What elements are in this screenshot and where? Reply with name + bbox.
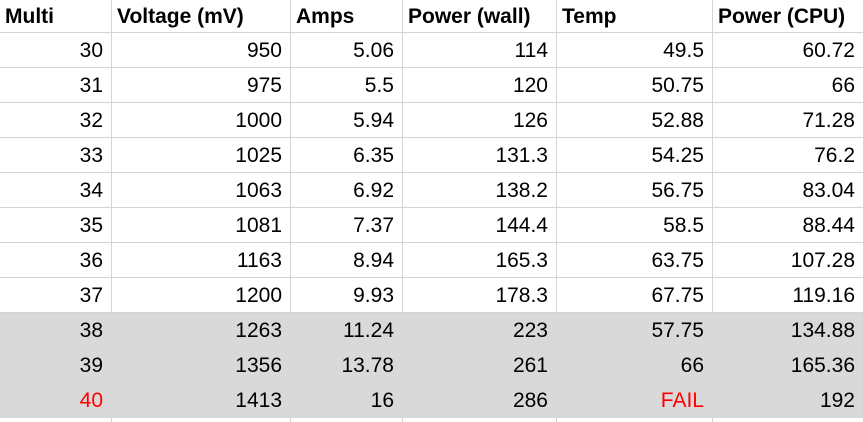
cell-temp[interactable]: 50.75 <box>557 68 713 102</box>
cell-multi[interactable]: 38 <box>0 313 112 347</box>
cell-empty <box>557 418 713 422</box>
table-row: 40 1413 16 286 FAIL 192 <box>0 383 863 418</box>
cell-voltage[interactable]: 975 <box>112 68 291 102</box>
cell-voltage[interactable]: 950 <box>112 33 291 67</box>
cell-amps[interactable]: 5.5 <box>291 68 403 102</box>
cell-power_wall[interactable]: 223 <box>403 313 557 347</box>
cell-power_wall[interactable]: 261 <box>403 348 557 382</box>
cell-multi[interactable]: 40 <box>0 383 112 417</box>
cell-power_wall[interactable]: 138.2 <box>403 173 557 207</box>
cell-voltage[interactable]: 1025 <box>112 138 291 172</box>
cell-empty <box>713 418 863 422</box>
cell-amps[interactable]: 5.94 <box>291 103 403 137</box>
cell-amps[interactable]: 6.92 <box>291 173 403 207</box>
cell-multi[interactable]: 32 <box>0 103 112 137</box>
cell-power_wall[interactable]: 114 <box>403 33 557 67</box>
cell-temp[interactable]: 56.75 <box>557 173 713 207</box>
cell-power_wall[interactable]: 165.3 <box>403 243 557 277</box>
column-header-power_cpu[interactable]: Power (CPU) <box>718 5 846 28</box>
cell-multi[interactable]: 33 <box>0 138 112 172</box>
cell-amps[interactable]: 11.24 <box>291 313 403 347</box>
column-header-multi[interactable]: Multi <box>0 0 112 32</box>
cell-amps[interactable]: 16 <box>291 383 403 417</box>
cell-voltage[interactable]: 1081 <box>112 208 291 242</box>
table-row: 32 1000 5.94 126 52.88 71.28 <box>0 103 863 138</box>
column-header-temp[interactable]: Temp <box>557 0 713 32</box>
table-row: 37 1200 9.93 178.3 67.75 119.16 <box>0 278 863 313</box>
cell-power_cpu[interactable]: 107.28 <box>790 249 855 272</box>
table-row: 36 1163 8.94 165.3 63.75 107.28 <box>0 243 863 278</box>
cell-voltage[interactable]: 1263 <box>112 313 291 347</box>
table-row: 31 975 5.5 120 50.75 66 <box>0 68 863 103</box>
cell-power_cpu[interactable]: 60.72 <box>802 39 855 62</box>
cell-power_cpu[interactable]: 66 <box>831 74 855 97</box>
cell-multi[interactable]: 31 <box>0 68 112 102</box>
cell-power_wall[interactable]: 144.4 <box>403 208 557 242</box>
cell-amps[interactable]: 13.78 <box>291 348 403 382</box>
cell-multi[interactable]: 34 <box>0 173 112 207</box>
cell-temp[interactable]: 58.5 <box>557 208 713 242</box>
cell-empty <box>291 418 403 422</box>
column-header-voltage[interactable]: Voltage (mV) <box>112 0 291 32</box>
cell-voltage[interactable]: 1000 <box>112 103 291 137</box>
cell-multi[interactable]: 30 <box>0 33 112 67</box>
cell-multi[interactable]: 35 <box>0 208 112 242</box>
cell-temp[interactable]: 52.88 <box>557 103 713 137</box>
cell-multi[interactable]: 36 <box>0 243 112 277</box>
cell-amps[interactable]: 6.35 <box>291 138 403 172</box>
cell-power_wall[interactable]: 126 <box>403 103 557 137</box>
cell-temp[interactable]: 67.75 <box>557 278 713 312</box>
cell-voltage[interactable]: 1063 <box>112 173 291 207</box>
cell-amps[interactable]: 8.94 <box>291 243 403 277</box>
cell-temp[interactable]: 66 <box>557 348 713 382</box>
table-row: 30 950 5.06 114 49.5 60.72 <box>0 33 863 68</box>
table-row: 34 1063 6.92 138.2 56.75 83.04 <box>0 173 863 208</box>
header-row: Multi Voltage (mV) Amps Power (wall) Temp Pow… <box>0 0 863 33</box>
table-row: 35 1081 7.37 144.4 58.5 88.44 <box>0 208 863 243</box>
cell-power_wall[interactable]: 178.3 <box>403 278 557 312</box>
cell-power_cpu[interactable]: 165.36 <box>790 354 855 377</box>
column-header-power_wall[interactable]: Power (wall) <box>403 0 557 32</box>
cell-temp[interactable]: 49.5 <box>557 33 713 67</box>
cell-multi[interactable]: 39 <box>0 348 112 382</box>
cell-voltage[interactable]: 1413 <box>112 383 291 417</box>
table-row: 33 1025 6.35 131.3 54.25 76.2 <box>0 138 863 173</box>
cell-power_wall[interactable]: 120 <box>403 68 557 102</box>
cell-power_cpu[interactable]: 88.44 <box>802 214 855 237</box>
cell-power_wall[interactable]: 131.3 <box>403 138 557 172</box>
cell-voltage[interactable]: 1163 <box>112 243 291 277</box>
cell-power_cpu[interactable]: 83.04 <box>802 179 855 202</box>
cell-amps[interactable]: 5.06 <box>291 33 403 67</box>
cell-temp[interactable]: 54.25 <box>557 138 713 172</box>
cell-empty <box>403 418 557 422</box>
cell-power_cpu[interactable]: 192 <box>819 389 855 412</box>
cell-amps[interactable]: 7.37 <box>291 208 403 242</box>
cell-temp[interactable]: 63.75 <box>557 243 713 277</box>
table-row: 39 1356 13.78 261 66 165.36 <box>0 348 863 383</box>
cell-power_cpu[interactable]: 71.28 <box>802 109 855 132</box>
cell-temp[interactable]: FAIL <box>557 383 713 417</box>
cell-power_cpu[interactable]: 119.16 <box>792 284 855 307</box>
cell-temp[interactable]: 57.75 <box>557 313 713 347</box>
cell-amps[interactable]: 9.93 <box>291 278 403 312</box>
table-row: 38 1263 11.24 223 57.75 134.88 <box>0 313 863 348</box>
cell-empty <box>0 418 112 422</box>
cell-multi[interactable]: 37 <box>0 278 112 312</box>
cell-power_wall[interactable]: 286 <box>403 383 557 417</box>
cell-empty <box>112 418 291 422</box>
cell-voltage[interactable]: 1200 <box>112 278 291 312</box>
cell-power_cpu[interactable]: 76.2 <box>814 144 855 167</box>
cell-power_cpu[interactable]: 134.88 <box>790 319 855 342</box>
cell-voltage[interactable]: 1356 <box>112 348 291 382</box>
partial-bottom-row <box>0 418 863 422</box>
column-header-amps[interactable]: Amps <box>291 0 403 32</box>
